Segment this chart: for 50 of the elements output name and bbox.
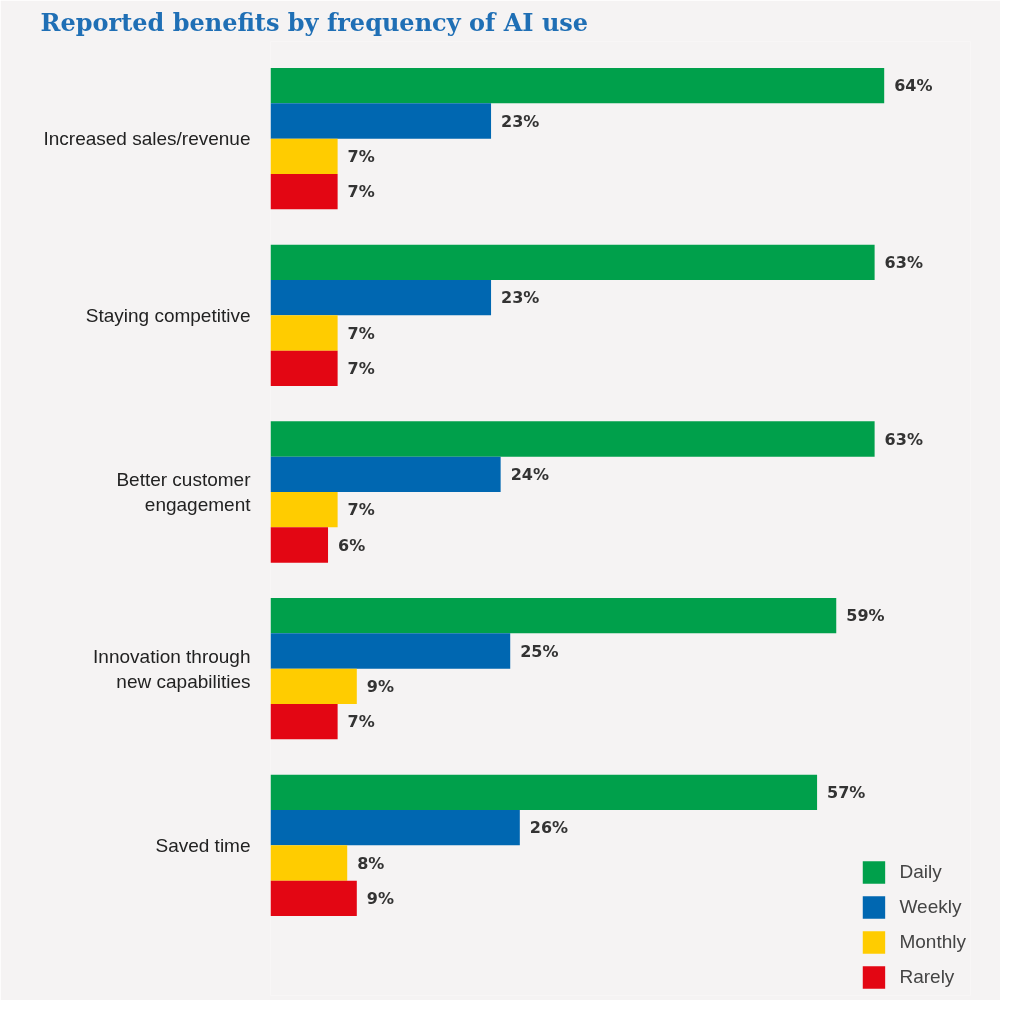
bar [270, 598, 837, 634]
data-label: 57% [827, 782, 866, 802]
chart-title: Reported benefits by frequency of AI use [40, 7, 589, 37]
bar [270, 174, 338, 210]
bar [270, 880, 357, 916]
y-tick-label: Saved time [155, 834, 251, 856]
bar [270, 527, 329, 563]
bar [270, 810, 520, 846]
data-label: 7% [347, 712, 375, 732]
bar [270, 633, 511, 669]
bar [270, 138, 338, 174]
data-label: 63% [884, 252, 923, 272]
data-label: 23% [501, 288, 540, 308]
data-label: 24% [510, 464, 549, 484]
y-tick-label: Better customer engagement [116, 468, 252, 516]
data-label: 9% [366, 888, 394, 908]
data-label: 8% [357, 853, 385, 873]
bar [270, 244, 875, 280]
bar [270, 492, 338, 528]
bar [270, 456, 501, 492]
bar [270, 704, 338, 740]
bar [270, 103, 492, 139]
bar [270, 668, 357, 704]
bar [270, 421, 875, 457]
data-label: 25% [520, 641, 559, 661]
legend-label: Daily [899, 861, 942, 883]
bar [270, 280, 492, 316]
data-label: 59% [846, 606, 885, 626]
data-label: 7% [347, 500, 375, 520]
bar [270, 350, 338, 386]
bar [270, 845, 348, 881]
data-label: 6% [338, 535, 366, 555]
data-label: 64% [894, 76, 933, 96]
data-label: 7% [347, 358, 375, 378]
bar [270, 774, 818, 810]
y-tick-label: Increased sales/revenue [43, 128, 251, 150]
data-label: 7% [347, 182, 375, 202]
legend-label: Weekly [899, 896, 962, 918]
data-label: 63% [884, 429, 923, 449]
data-label: 7% [347, 146, 375, 166]
bar [270, 68, 885, 104]
legend-label: Rarely [899, 966, 955, 988]
y-tick-label: Innovation through new capabilities [93, 645, 251, 692]
legend-label: Monthly [899, 931, 966, 953]
data-label: 7% [347, 323, 375, 343]
data-label: 9% [366, 676, 394, 696]
data-label: 23% [501, 111, 540, 131]
bar [270, 315, 338, 351]
y-tick-label: Staying competitive [85, 304, 251, 326]
data-label: 26% [529, 818, 569, 838]
